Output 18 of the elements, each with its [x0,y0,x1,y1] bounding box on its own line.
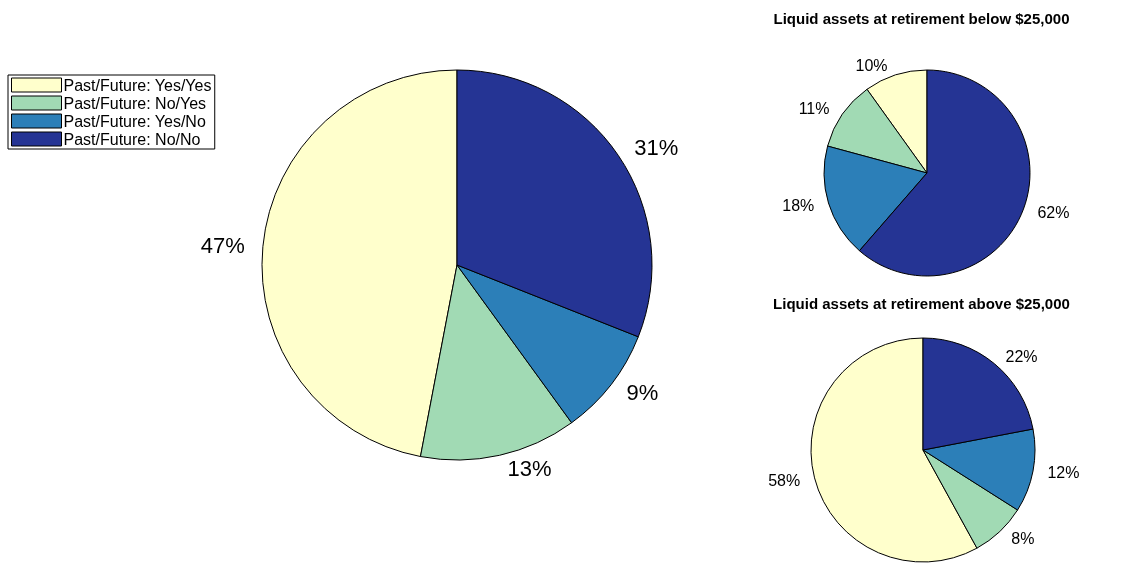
data-label: 10% [855,57,888,75]
data-label: 22% [1005,347,1038,365]
chart-title: Liquid assets at retirement above $25,000 [773,295,1070,312]
chart-title: Liquid assets at retirement below $25,000 [773,10,1070,27]
legend-label: Past/Future: No/Yes [63,94,207,112]
data-label: 11% [798,100,830,118]
data-label: 58% [768,471,801,489]
data-label: 13% [507,455,552,481]
legend-label: Past/Future: Yes/Yes [63,76,212,94]
data-label: 31% [634,135,679,161]
data-label: 9% [626,380,659,406]
data-label: 47% [200,232,245,258]
data-label: 12% [1047,464,1080,482]
legend-label: Past/Future: No/No [63,130,201,148]
data-label: 8% [1011,530,1035,548]
data-label: 62% [1037,203,1070,221]
legend-label: Past/Future: Yes/No [63,112,206,130]
data-label: 18% [782,197,815,215]
